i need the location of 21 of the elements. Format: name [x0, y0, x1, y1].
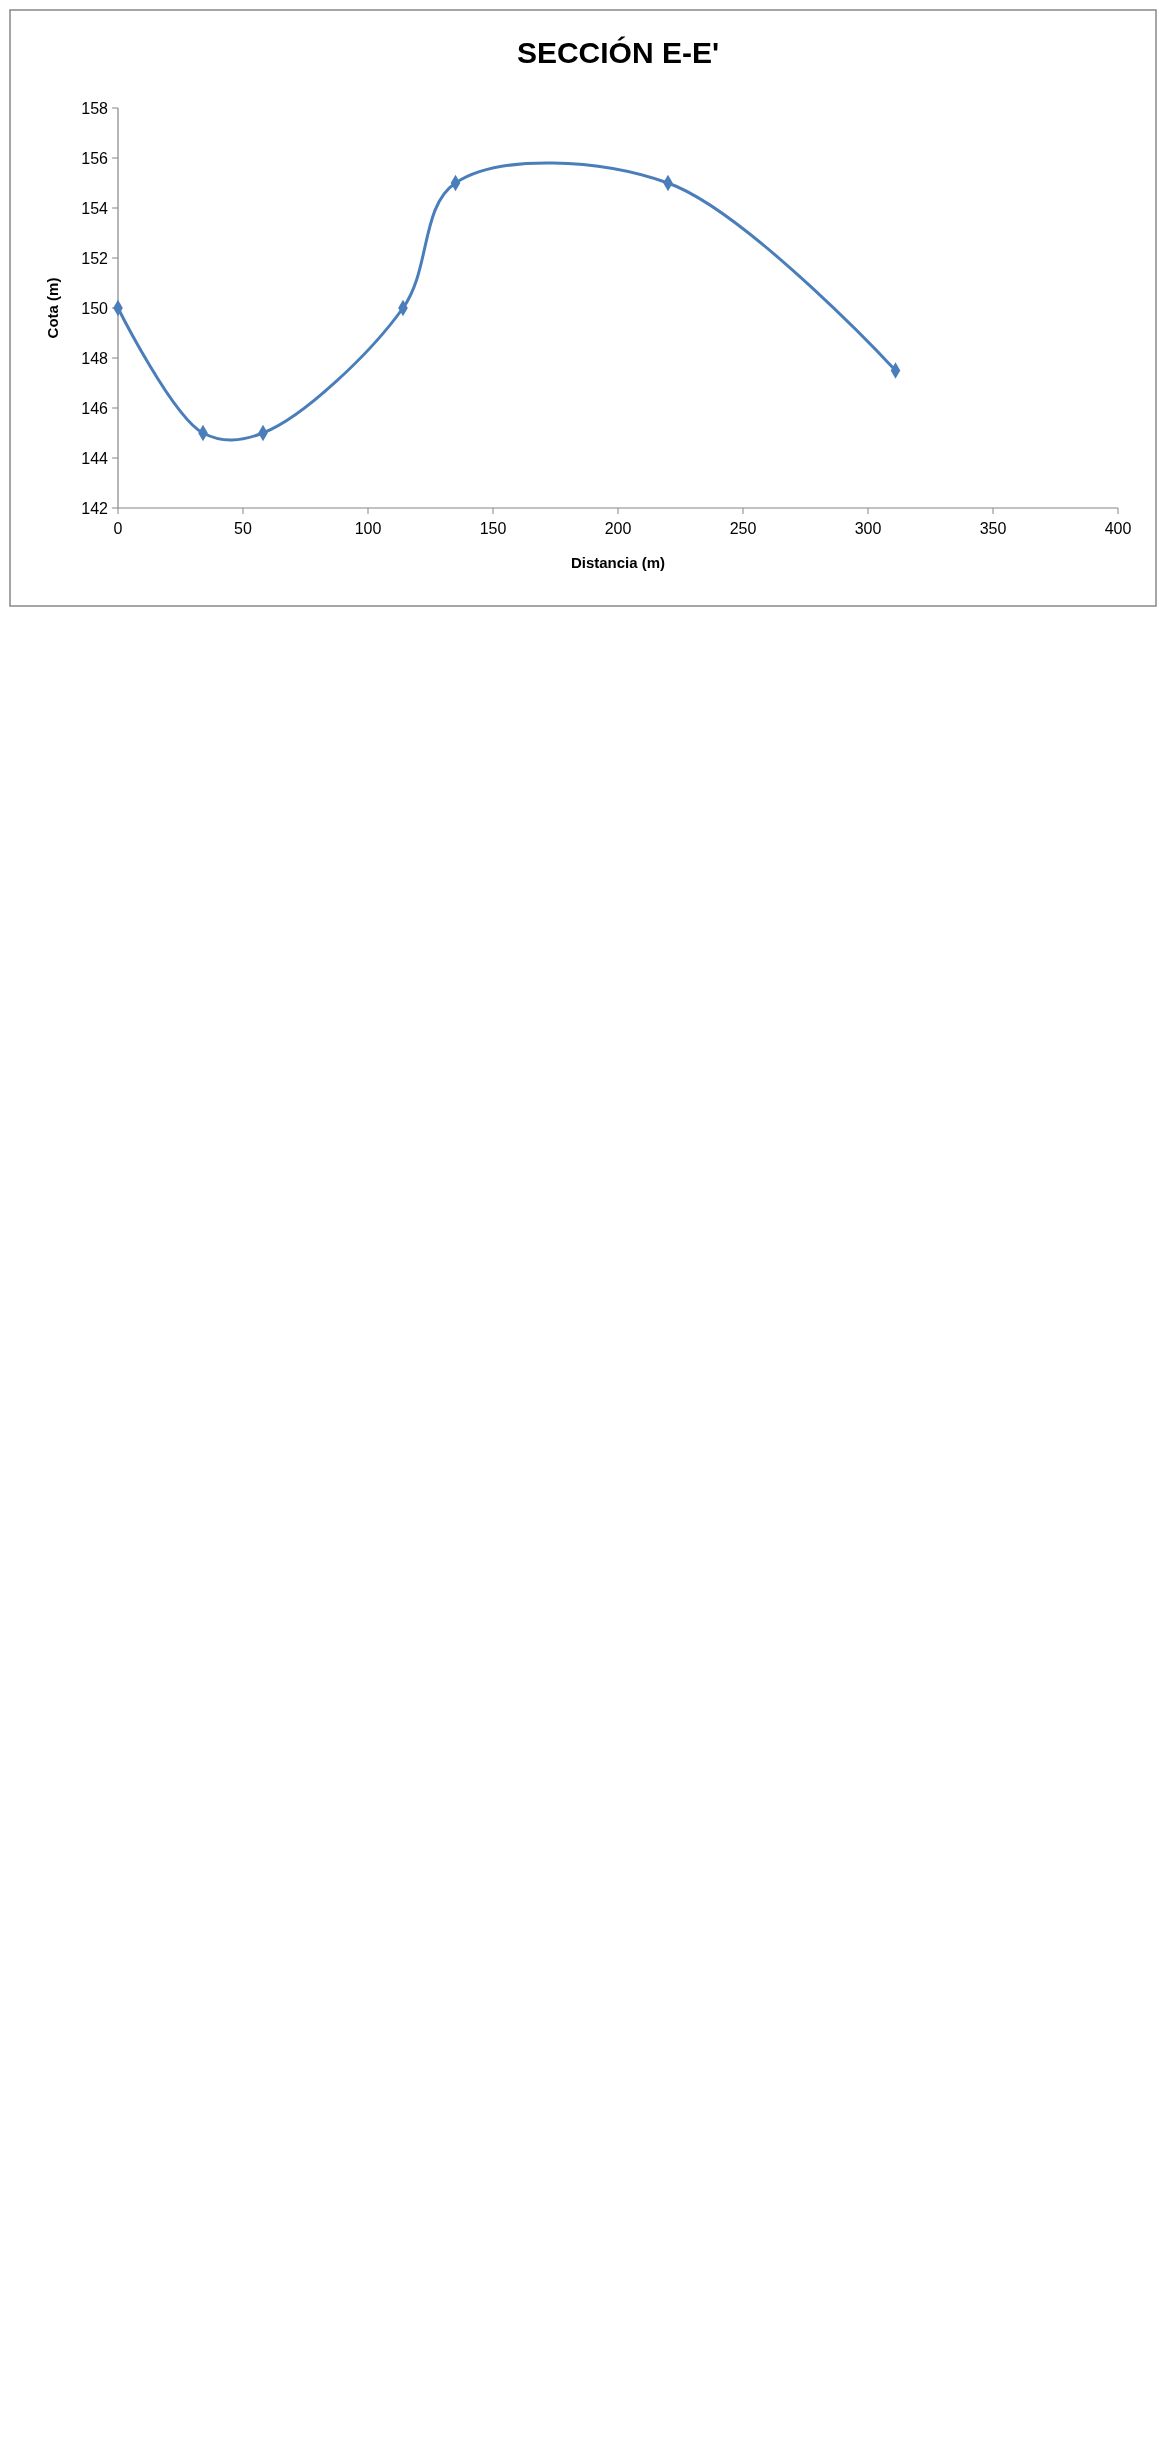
x-tick-label: 50	[234, 520, 252, 537]
x-tick-label: 300	[854, 520, 882, 537]
y-axis-title: Cota (m)	[44, 277, 61, 339]
x-tick-label: 200	[604, 520, 632, 537]
x-tick-label: 150	[479, 520, 507, 537]
y-tick-label: 150	[81, 299, 109, 317]
x-axis-title: Distancia (m)	[570, 554, 666, 571]
y-tick-label: 158	[81, 99, 109, 117]
y-tick-label: 144	[81, 449, 109, 467]
y-tick-label: 148	[81, 349, 109, 367]
x-tick-label: 250	[729, 520, 757, 537]
x-tick-label: 350	[979, 520, 1007, 537]
y-tick-label: 154	[81, 199, 109, 217]
x-tick-label: 0	[113, 520, 123, 537]
x-tick-label: 400	[1104, 520, 1132, 537]
y-tick-label: 156	[81, 149, 109, 167]
y-tick-label: 146	[81, 399, 109, 417]
y-tick-label: 152	[81, 249, 109, 267]
chart-title: SECCIÓN E-E'	[516, 36, 720, 69]
y-tick-label: 142	[81, 499, 109, 517]
x-tick-label: 100	[354, 520, 382, 537]
